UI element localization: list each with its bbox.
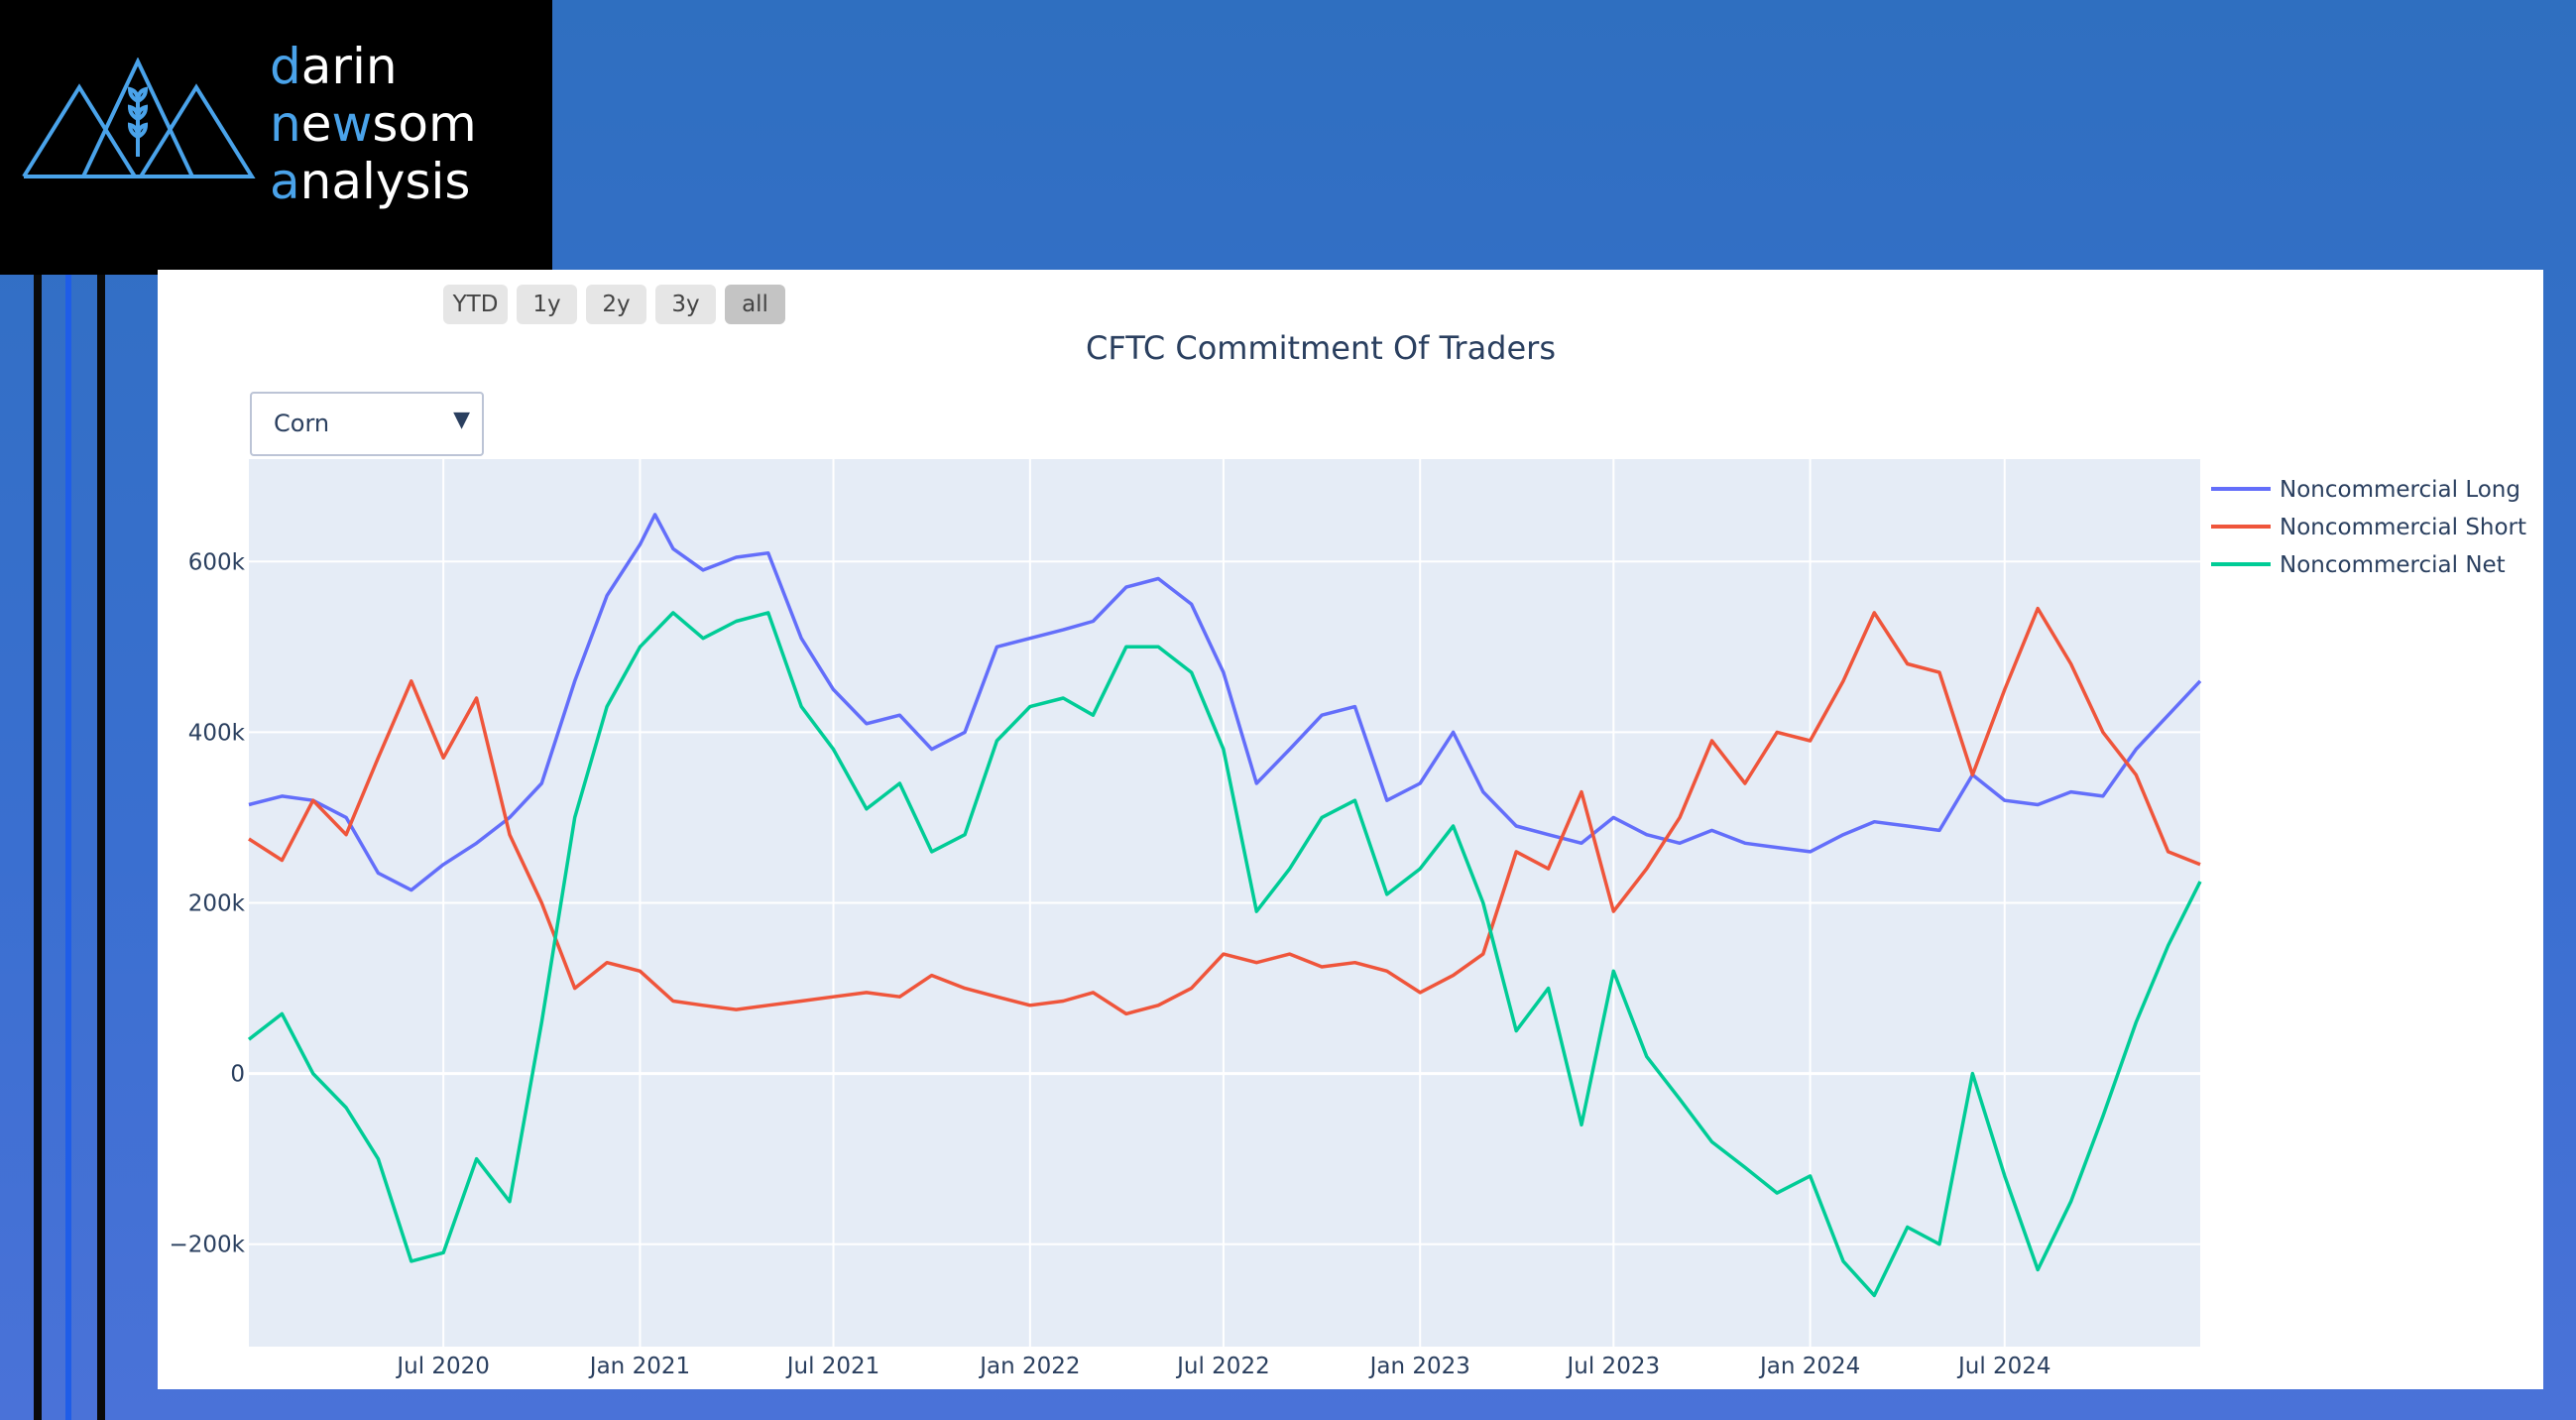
brand-line-2-accent2: w: [331, 95, 373, 153]
brand-line-1-rest: arin: [300, 38, 398, 95]
commodity-dropdown[interactable]: Corn ▼: [250, 392, 484, 456]
x-tick-label: Jul 2024: [1956, 1354, 2051, 1379]
x-tick-label: Jan 2024: [1758, 1354, 1860, 1379]
range-button-ytd[interactable]: YTD: [443, 285, 508, 324]
brand-line-3-accent: a: [270, 153, 300, 210]
legend-label[interactable]: Noncommercial Net: [2280, 552, 2506, 578]
brand-line-2-rest2: som: [372, 95, 477, 153]
chart-title: CFTC Commitment Of Traders: [1086, 329, 1556, 367]
range-button-all[interactable]: all: [725, 285, 785, 324]
series-line-noncommercial-net: [247, 611, 2202, 1298]
x-tick-label: Jan 2023: [1368, 1354, 1470, 1379]
brand-name: darin newsom analysis: [270, 38, 477, 210]
range-button-2y[interactable]: 2y: [586, 285, 646, 324]
y-tick-label: 200k: [188, 891, 246, 917]
x-tick-label: Jan 2021: [588, 1354, 690, 1379]
brand-line-3-rest: nalysis: [299, 153, 471, 210]
brand-line-1-accent: d: [270, 38, 301, 95]
x-tick-label: Jan 2022: [978, 1354, 1080, 1379]
y-tick-label: −200k: [170, 1233, 246, 1258]
decorative-stripe: [97, 275, 105, 1420]
y-tick-label: 400k: [188, 720, 246, 746]
triangle-down-icon: ▼: [453, 408, 470, 432]
decorative-stripe: [65, 275, 71, 1420]
y-tick-label: 600k: [188, 549, 246, 575]
brand-line-2: newsom: [270, 95, 477, 153]
x-tick-label: Jul 2021: [785, 1354, 880, 1379]
x-tick-label: Jul 2020: [395, 1354, 490, 1379]
legend-label[interactable]: Noncommercial Short: [2280, 515, 2526, 540]
range-button-1y[interactable]: 1y: [517, 285, 577, 324]
y-tick-label: 0: [230, 1062, 245, 1088]
brand-line-2-accent: n: [270, 95, 301, 153]
brand-line-3: analysis: [270, 153, 477, 210]
x-tick-label: Jul 2023: [1566, 1354, 1661, 1379]
brand-logo: darin newsom analysis: [0, 0, 552, 275]
brand-line-2-rest: e: [300, 95, 332, 153]
dropdown-selected-value: Corn: [274, 410, 330, 437]
legend-label[interactable]: Noncommercial Long: [2280, 477, 2520, 503]
range-button-3y[interactable]: 3y: [655, 285, 716, 324]
mountain-wheat-logo-icon: [22, 58, 256, 178]
x-tick-label: Jul 2022: [1175, 1354, 1270, 1379]
series-line-noncommercial-long: [248, 513, 2202, 892]
decorative-stripe: [34, 275, 42, 1420]
brand-line-1: darin: [270, 38, 477, 95]
series-line-noncommercial-short: [248, 606, 2201, 1016]
